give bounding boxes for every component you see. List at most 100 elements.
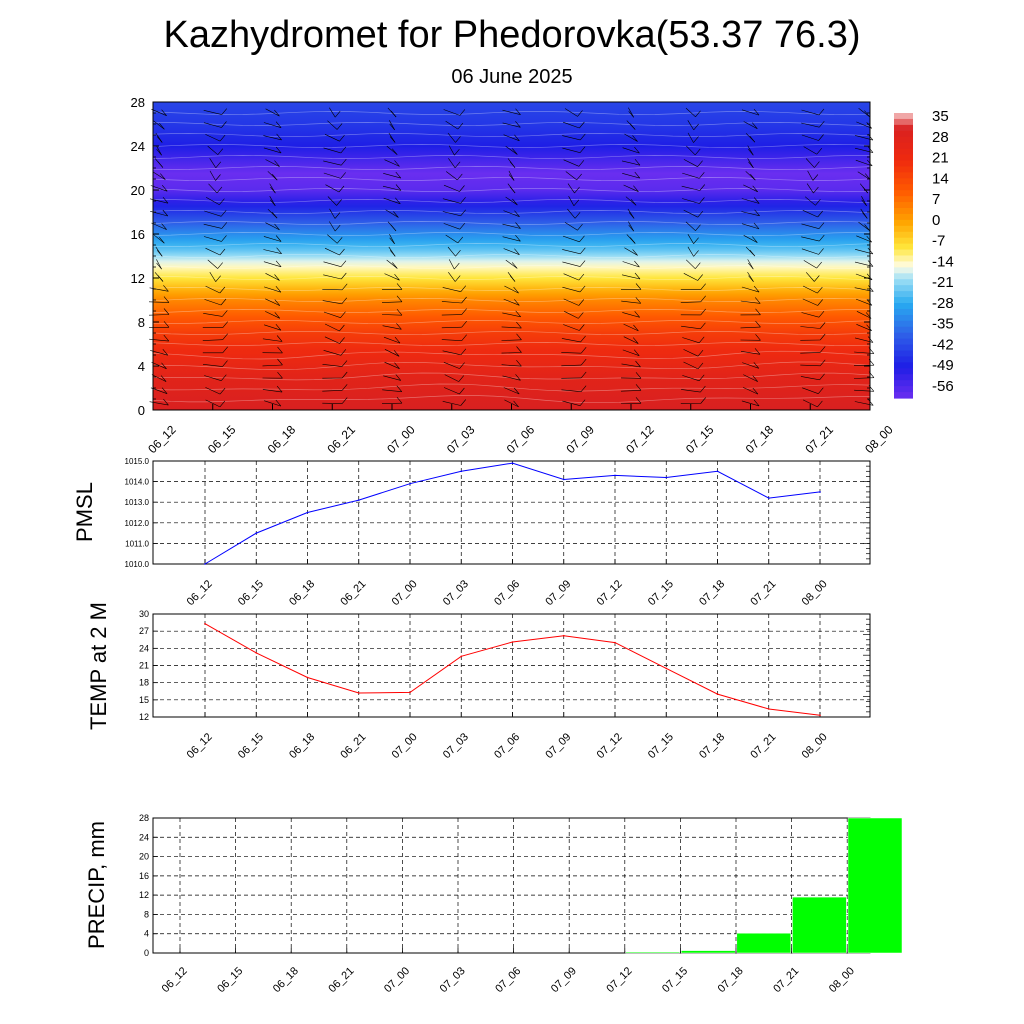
wind-barb [743, 235, 758, 243]
wind-barb-flag [700, 295, 706, 302]
wind-barb [856, 235, 872, 243]
wind-barb-flag [161, 223, 167, 230]
wind-barb-flag [635, 372, 642, 379]
x-tick-label: 07_18 [697, 578, 727, 608]
colorbar-cell [894, 243, 913, 251]
wind-barb-flag [457, 173, 463, 181]
wind-barb [564, 311, 579, 319]
wind-barb [389, 120, 395, 131]
wind-barb-flag [276, 385, 283, 393]
wind-barb [204, 210, 222, 217]
wind-barb-flag [339, 324, 345, 332]
data-point [358, 499, 360, 501]
wind-barb-flag [866, 235, 872, 243]
wind-barb-flag [275, 324, 282, 331]
wind-barb-flag [819, 346, 826, 353]
wind-barb [203, 110, 222, 115]
wind-barb [384, 159, 400, 167]
wind-barb-flag [579, 324, 585, 331]
wind-barb-flag [394, 336, 401, 344]
wind-barb [562, 235, 580, 243]
colorbar-label: -42 [932, 336, 954, 353]
data-point [665, 667, 668, 670]
wind-barb [443, 362, 460, 369]
wind-barb [740, 351, 761, 355]
wind-barb [628, 221, 634, 232]
wind-barb [802, 298, 818, 306]
wind-barb [622, 349, 640, 356]
wind-barb [263, 261, 282, 268]
wind-barb-flag [163, 321, 170, 328]
wind-barb-flag [163, 296, 170, 303]
wind-barb-flag [695, 224, 701, 231]
wind-barb-flag [395, 171, 402, 179]
colorbar-cell [894, 130, 913, 138]
wind-barb [327, 120, 338, 130]
colorbar-cell [894, 297, 913, 304]
wind-barb [208, 183, 218, 194]
x-tick-label: 08_00 [800, 578, 830, 608]
wind-barb-flag [513, 387, 520, 395]
panel-frame [152, 460, 871, 565]
wind-barb-flag [220, 298, 227, 306]
wind-barb [265, 159, 280, 167]
colorbar-cell [894, 386, 913, 393]
wind-barb [740, 326, 761, 329]
wind-barb-flag [697, 160, 703, 167]
wind-barb [323, 311, 341, 318]
colorbar-cell [894, 142, 913, 150]
heatmap-panel: 0 4 8 12 16 20 24 28 06_12 06_15 06_18 06_21 07_00 07… [131, 95, 896, 456]
wind-barb-flag [460, 399, 467, 406]
wind-barb [801, 236, 820, 242]
wind-barb [203, 236, 222, 242]
wind-barb-flag [814, 161, 820, 168]
wind-barb-flag [868, 285, 874, 292]
wind-barb-flag [334, 212, 341, 219]
wind-barb [623, 336, 639, 344]
wind-barb-flag [336, 123, 343, 130]
wind-barb-flag [160, 375, 167, 382]
wind-barb-flag [634, 171, 641, 179]
temperature-contour [152, 361, 871, 370]
wind-barb-flag [334, 224, 341, 232]
wind-barb [680, 301, 701, 303]
wind-barb-flag [389, 136, 396, 143]
wind-barb [628, 107, 634, 118]
wind-barb-flag [221, 108, 228, 115]
wind-barb [381, 301, 403, 303]
wind-barb-flag [574, 212, 581, 219]
wind-barb-flag [222, 333, 228, 340]
wind-barb-flag [459, 185, 465, 192]
wind-barb [741, 109, 760, 116]
wind-barb [743, 184, 758, 193]
wind-barb [153, 120, 165, 130]
x-tick-label: 07_06 [492, 731, 522, 761]
y-tick-label: 24 [139, 832, 149, 842]
temperature-contour [152, 155, 870, 159]
wind-barb-flag [697, 211, 704, 218]
y-tick-label: 4 [144, 929, 149, 939]
wind-barb-flag [271, 173, 278, 181]
x-tick-label: 07_09 [543, 731, 573, 761]
wind-barb-flag [752, 375, 758, 382]
wind-barb [802, 285, 818, 294]
wind-barb-flag [222, 346, 228, 353]
wind-barb-flag [516, 321, 522, 329]
colorbar-cell [894, 231, 913, 239]
wind-barb [323, 160, 342, 166]
wind-barb [687, 234, 694, 244]
wind-barb-flag [748, 149, 754, 156]
temperature-contour [152, 221, 871, 225]
wind-barb-flag [635, 283, 642, 290]
wind-barb [204, 299, 222, 306]
wind-barb [620, 390, 642, 392]
wind-barb-flag [271, 211, 278, 219]
y-tick-label: 18 [139, 678, 149, 688]
wind-barb-flag [509, 161, 516, 168]
wind-barb-flag [394, 362, 400, 369]
wind-barb-flag [814, 275, 820, 282]
colorbar-cell [894, 344, 913, 352]
wind-barb-flag [818, 248, 824, 255]
y-tick-label: 8 [144, 909, 149, 919]
wind-barb [262, 389, 283, 393]
